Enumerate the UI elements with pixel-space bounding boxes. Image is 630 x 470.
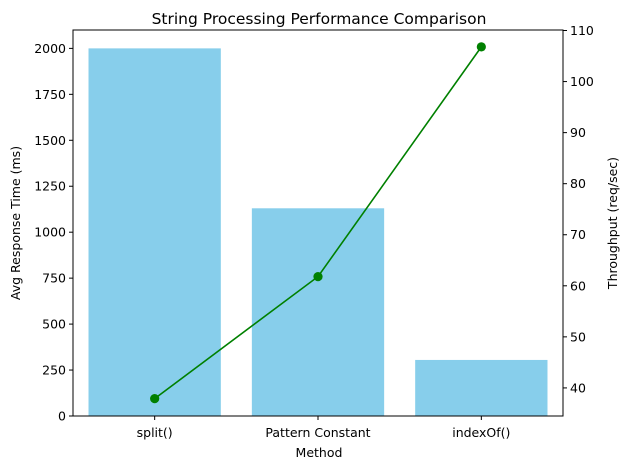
throughput-point-2 (476, 42, 486, 52)
throughput-point-0 (150, 394, 160, 404)
y2-tick-label: 60 (570, 278, 586, 293)
y-axis-left-label: Avg Response Time (ms) (8, 146, 23, 300)
y-tick-label: 1000 (34, 225, 66, 240)
y2-tick-label: 90 (570, 125, 586, 140)
line-layer (150, 42, 486, 404)
y-tick-label: 2000 (34, 41, 66, 56)
y-tick-label: 750 (42, 271, 66, 286)
throughput-point-1 (313, 272, 323, 282)
y-axis-right-label: Throughput (req/sec) (605, 157, 620, 290)
bars-layer (88, 48, 548, 416)
y2-tick-label: 50 (570, 329, 586, 344)
x-tick-label: indexOf() (452, 425, 510, 440)
y-tick-label: 500 (42, 317, 66, 332)
y-tick-label: 1500 (34, 133, 66, 148)
y-tick-label: 250 (42, 363, 66, 378)
y2-tick-label: 110 (570, 23, 594, 38)
y-tick-label: 1250 (34, 179, 66, 194)
y2-tick-label: 40 (570, 380, 586, 395)
y-tick-label: 1750 (34, 87, 66, 102)
y2-tick-label: 80 (570, 176, 586, 191)
y-axis-right: 40 50 60 70 80 90 100 110 (563, 23, 594, 395)
x-tick-label: split() (137, 425, 173, 440)
y2-tick-label: 100 (570, 74, 594, 89)
y-tick-label: 0 (58, 409, 66, 424)
bar-2 (415, 359, 548, 416)
x-tick-label: Pattern Constant (265, 425, 370, 440)
chart-title: String Processing Performance Comparison (152, 10, 487, 28)
x-axis-label: Method (296, 445, 343, 460)
bar-1 (251, 208, 385, 416)
bar-0 (88, 48, 221, 416)
y-axis-left: 0 250 500 750 1000 1250 1500 1750 2000 (34, 41, 73, 424)
x-axis: split() Pattern Constant indexOf() (137, 416, 510, 440)
y2-tick-label: 70 (570, 227, 586, 242)
